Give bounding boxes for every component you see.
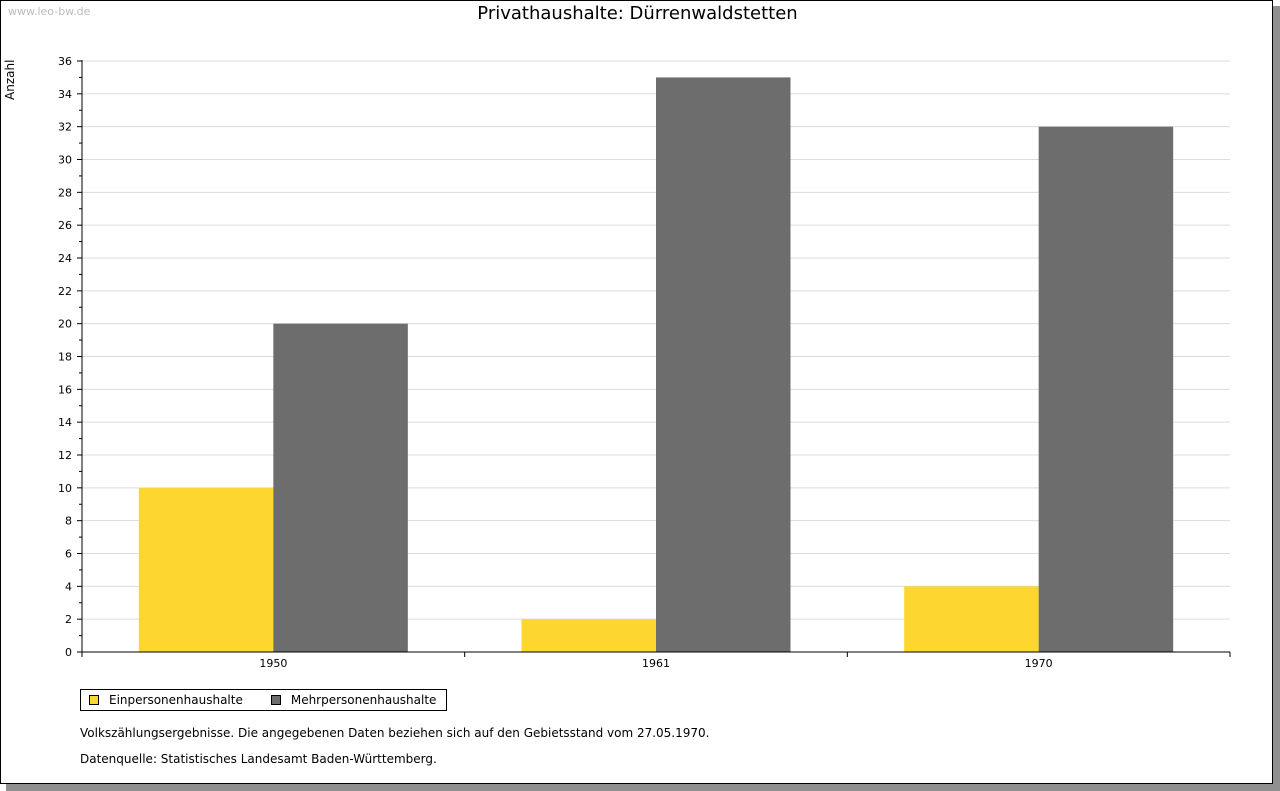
y-tick-label: 8 <box>65 515 72 528</box>
y-tick-label: 34 <box>58 88 72 101</box>
bar <box>521 619 656 652</box>
y-tick-label: 4 <box>65 580 72 593</box>
y-tick-label: 6 <box>65 548 72 561</box>
y-tick-label: 30 <box>58 154 72 167</box>
bar <box>656 77 791 652</box>
y-tick-label: 0 <box>65 646 72 659</box>
bar <box>904 586 1039 652</box>
y-tick-label: 24 <box>58 252 72 265</box>
legend: Einpersonenhaushalte Mehrpersonenhaushal… <box>80 689 448 711</box>
legend-swatch-einpersonen <box>89 695 99 705</box>
watermark: www.leo-bw.de <box>8 5 91 18</box>
y-tick-label: 18 <box>58 351 72 364</box>
y-tick-label: 2 <box>65 613 72 626</box>
y-tick-label: 12 <box>58 449 72 462</box>
y-tick-label: 14 <box>58 416 72 429</box>
y-tick-label: 10 <box>58 482 72 495</box>
footnote-source: Datenquelle: Statistisches Landesamt Bad… <box>80 752 437 766</box>
legend-label-mehrpersonen: Mehrpersonenhaushalte <box>290 693 437 707</box>
y-tick-label: 20 <box>58 318 72 331</box>
x-tick-label: 1970 <box>1025 657 1053 670</box>
y-tick-label: 16 <box>58 383 72 396</box>
y-tick-label: 26 <box>58 219 72 232</box>
legend-swatch-mehrpersonen <box>270 695 281 705</box>
y-tick-label: 22 <box>58 285 72 298</box>
y-tick-label: 28 <box>58 186 72 199</box>
footnote-note: Volkszählungsergebnisse. Die angegebenen… <box>80 726 710 740</box>
bar <box>273 323 408 652</box>
legend-label-einpersonen: Einpersonenhaushalte <box>109 693 243 707</box>
y-tick-label: 32 <box>58 121 72 134</box>
bar <box>1038 126 1174 652</box>
y-tick-label: 36 <box>58 55 72 68</box>
x-tick-label: 1950 <box>259 657 287 670</box>
legend-item-einpersonen: Einpersonenhaushalte <box>89 693 243 707</box>
frame-shadow-right <box>1273 6 1280 791</box>
bar <box>138 487 274 652</box>
frame-shadow-bottom <box>6 784 1280 791</box>
x-tick-label: 1961 <box>642 657 670 670</box>
chart-title: Privathaushalte: Dürrenwaldstetten <box>477 3 798 24</box>
legend-item-mehrpersonen: Mehrpersonenhaushalte <box>270 693 437 707</box>
